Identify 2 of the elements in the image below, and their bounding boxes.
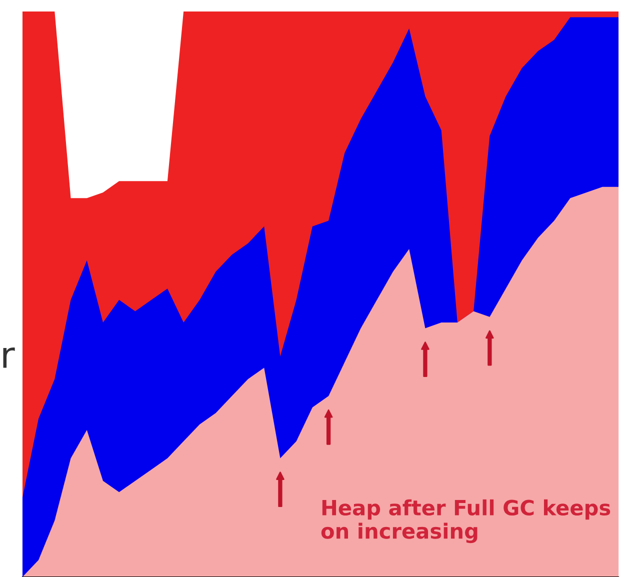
text: r — [3, 347, 15, 368]
annotation: Heap after Full GC keeps on increasing — [321, 499, 610, 544]
